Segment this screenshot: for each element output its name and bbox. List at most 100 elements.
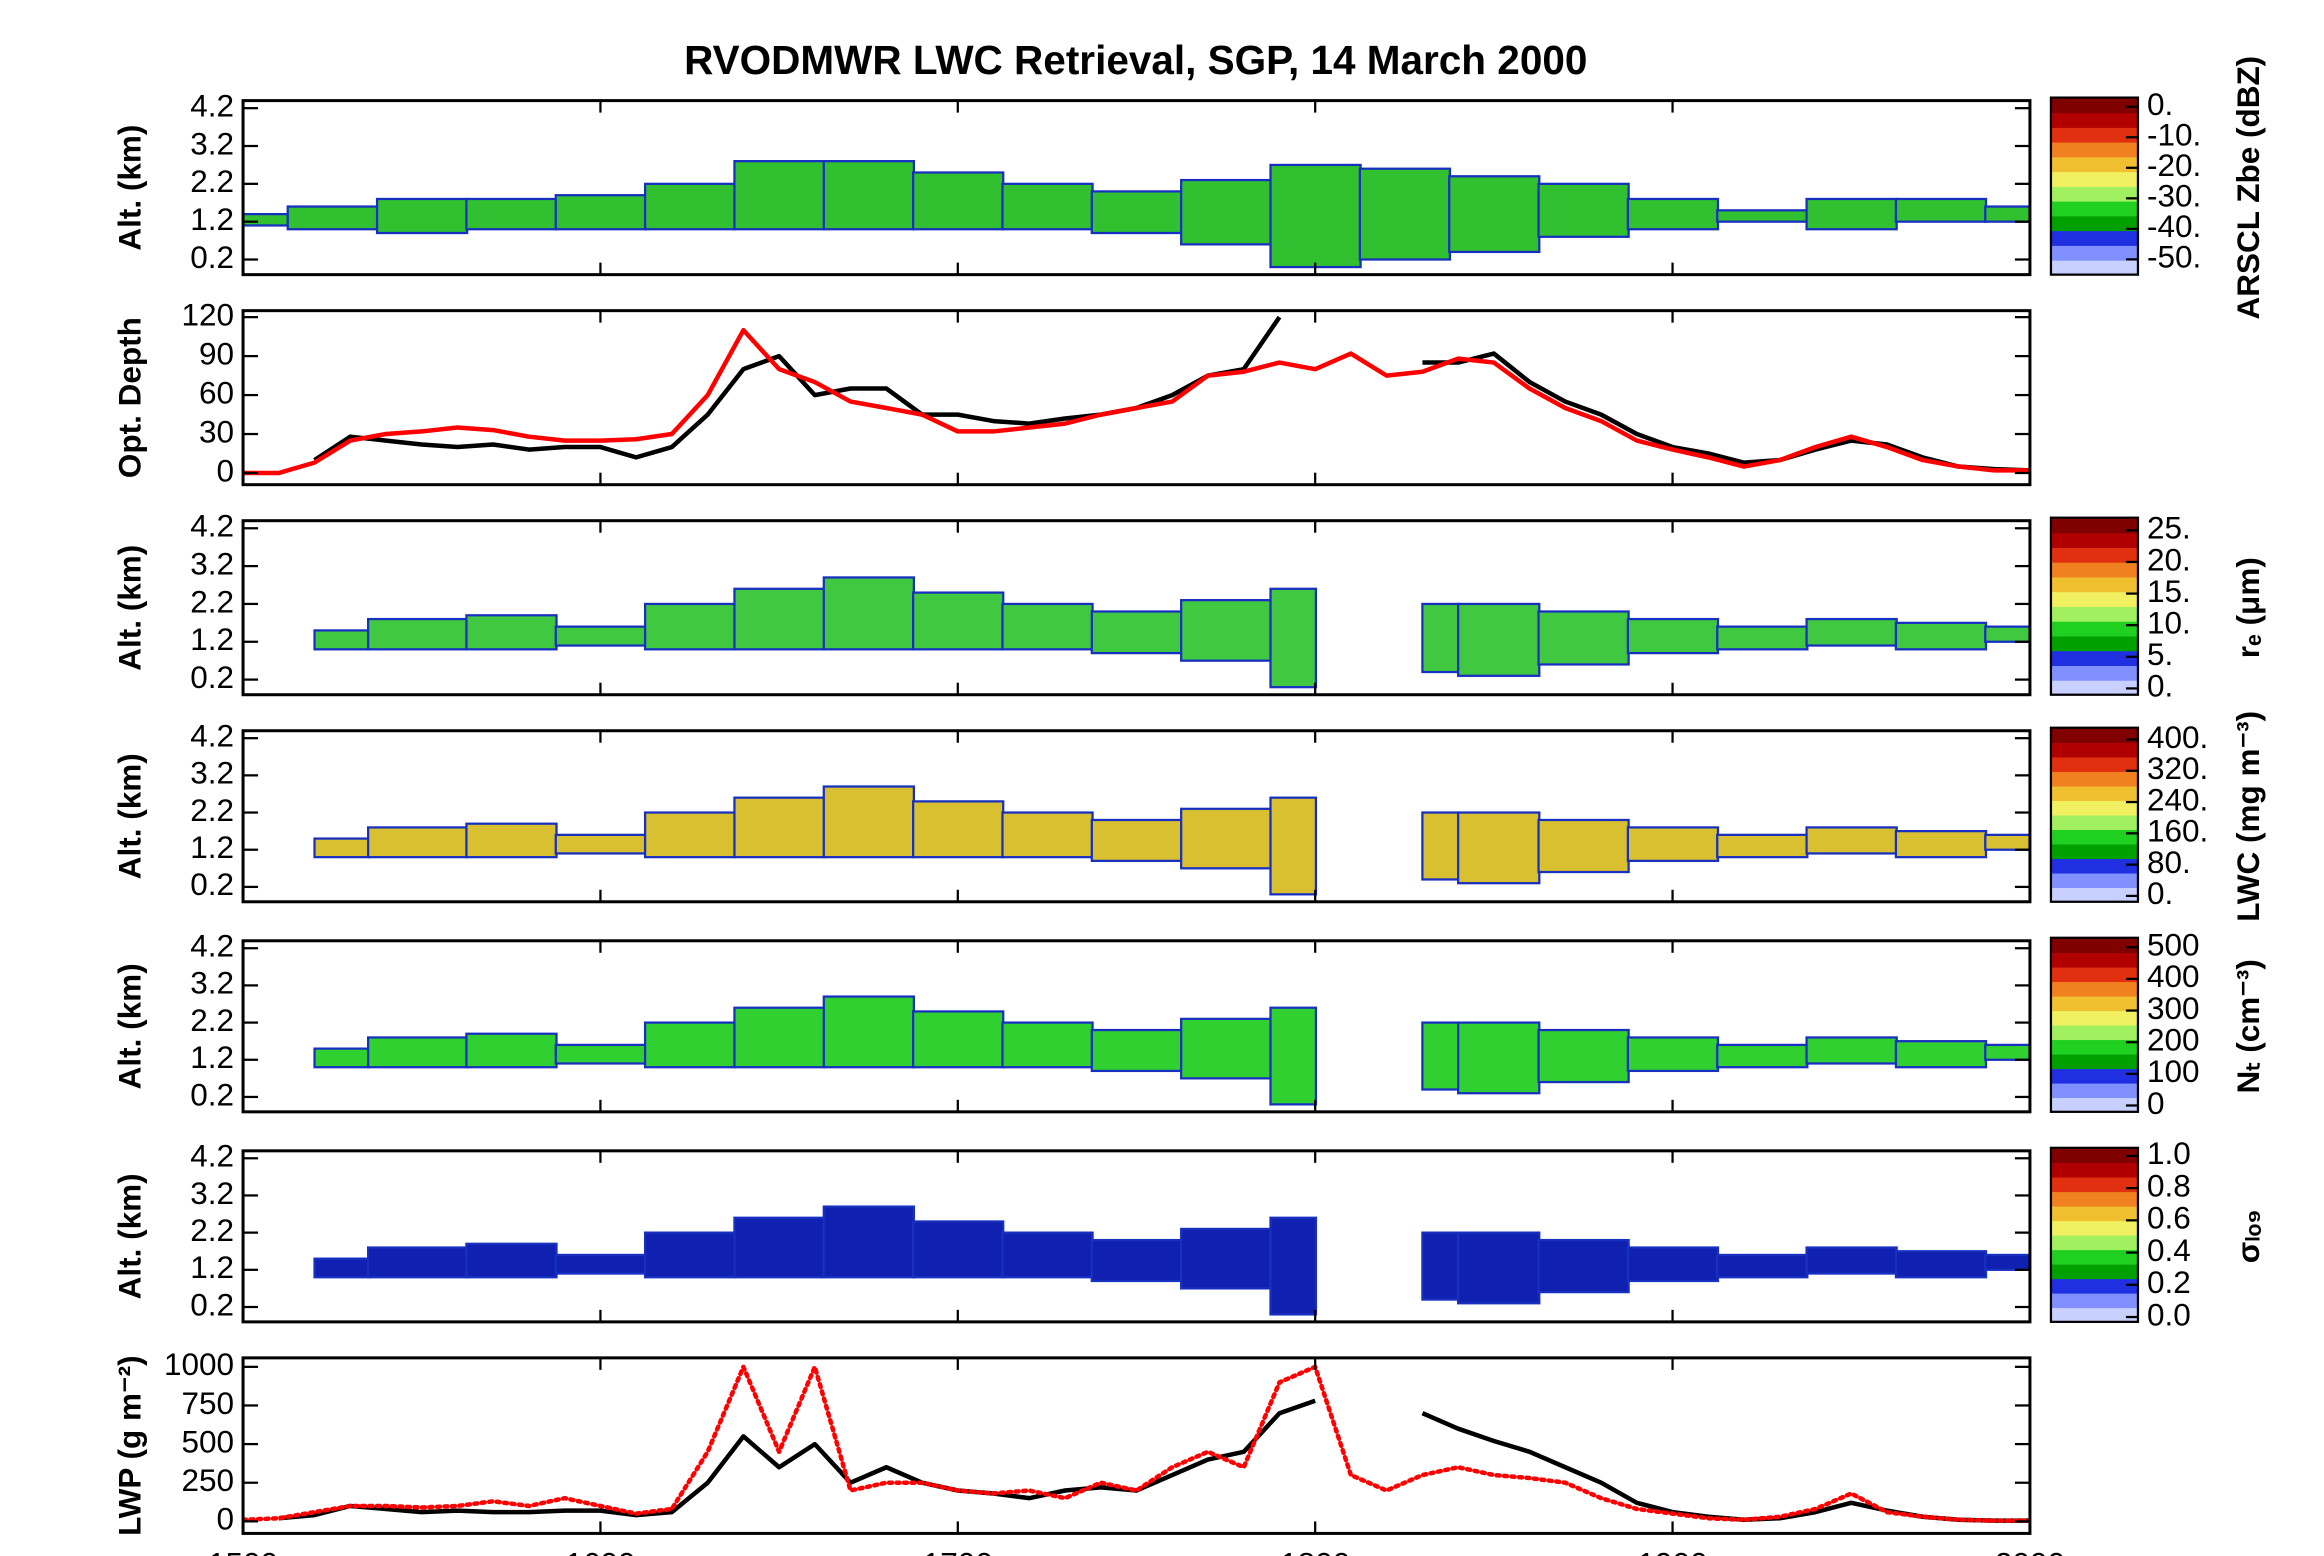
y-axis-label: Alt. (km) bbox=[111, 545, 147, 671]
colorbar-title: σₗₒ₉ bbox=[2230, 1209, 2266, 1263]
cloud-column bbox=[1805, 826, 1898, 855]
cloud-column bbox=[733, 796, 826, 859]
cloud-column bbox=[1001, 602, 1094, 651]
cloud-column bbox=[643, 1021, 737, 1069]
cloud-column bbox=[1984, 625, 2030, 643]
cloud-column bbox=[1716, 625, 1809, 651]
colorbar-band bbox=[2050, 756, 2138, 772]
colorbar-band bbox=[2050, 843, 2138, 860]
panel-frame bbox=[241, 729, 2032, 904]
cloud-column bbox=[1984, 1253, 2030, 1271]
cloud-column bbox=[1180, 178, 1273, 246]
colorbar-band bbox=[2050, 727, 2138, 743]
colorbar-frame bbox=[2049, 936, 2140, 1113]
cloud-column bbox=[643, 811, 737, 859]
cloud-column bbox=[286, 205, 379, 231]
colorbar-frame bbox=[2049, 1146, 2140, 1323]
x-tick-label: 1600 bbox=[565, 1546, 635, 1556]
colorbar-tick-label: 20. bbox=[2147, 541, 2191, 577]
colorbar-title: LWC (mg m⁻³) bbox=[2230, 711, 2266, 922]
cloud-column bbox=[1537, 182, 1630, 238]
cloud-column bbox=[465, 1242, 558, 1279]
colorbar-band bbox=[2050, 887, 2138, 903]
cloud-column bbox=[1001, 1021, 1094, 1069]
colorbar-band bbox=[2050, 215, 2138, 232]
y-tick-label: 250 bbox=[181, 1462, 234, 1498]
colorbar-band bbox=[2050, 814, 2138, 831]
cloud-column bbox=[1358, 167, 1452, 261]
colorbar-band bbox=[2050, 1147, 2138, 1164]
colorbar-tick-label: 15. bbox=[2147, 573, 2191, 609]
colorbar-band bbox=[2050, 858, 2138, 874]
colorbar-band bbox=[2050, 156, 2138, 173]
cloud-column bbox=[1894, 197, 1988, 223]
colorbar-tick-label: 80. bbox=[2147, 844, 2191, 880]
colorbar-band bbox=[2050, 576, 2138, 593]
cloud-column bbox=[733, 160, 826, 231]
panel-frame bbox=[241, 519, 2032, 697]
colorbar-tick-label: 10. bbox=[2147, 605, 2191, 641]
cloud-column bbox=[733, 587, 826, 651]
cloud-column bbox=[822, 160, 916, 231]
colorbar-band bbox=[2050, 532, 2138, 548]
colorbar-band bbox=[2050, 665, 2138, 681]
colorbar-band bbox=[2050, 952, 2138, 968]
cloud-column bbox=[822, 576, 916, 651]
cloud-column bbox=[1090, 1238, 1184, 1283]
cloud-column bbox=[554, 1253, 647, 1275]
colorbar-band bbox=[2050, 1292, 2138, 1309]
cloud-column bbox=[1269, 796, 1318, 896]
figure-title: RVODMWR LWC Retrieval, SGP, 14 March 200… bbox=[684, 37, 1587, 83]
colorbar-band bbox=[2050, 561, 2138, 578]
colorbar-band bbox=[2050, 679, 2138, 696]
cloud-column bbox=[375, 197, 469, 235]
cloud-column bbox=[1457, 1231, 1541, 1305]
plot-area bbox=[243, 1364, 2030, 1523]
cloud-column bbox=[367, 617, 469, 651]
y-tick-label: 750 bbox=[181, 1385, 234, 1421]
cloud-column bbox=[465, 1032, 558, 1069]
colorbar-tick-label: -50. bbox=[2147, 239, 2201, 275]
cloud-column bbox=[1421, 1231, 1461, 1301]
cloud-column bbox=[643, 1231, 737, 1279]
x-tick-label: 1700 bbox=[923, 1546, 993, 1556]
cloud-column bbox=[1894, 1250, 1988, 1279]
cloud-column bbox=[643, 602, 737, 651]
cloud-column bbox=[465, 614, 558, 651]
y-tick-label: 500 bbox=[181, 1423, 234, 1459]
y-tick-label: 0.2 bbox=[190, 1286, 234, 1322]
cloud-column bbox=[1269, 163, 1362, 269]
colorbar-tick-label: 0.8 bbox=[2147, 1167, 2191, 1203]
colorbar-title: rₑ (μm) bbox=[2230, 557, 2266, 658]
colorbar-tick-label: 400 bbox=[2147, 958, 2200, 994]
series-line bbox=[243, 1364, 2030, 1523]
cloud-column bbox=[1716, 209, 1809, 223]
cloud-column bbox=[1537, 818, 1630, 874]
y-tick-label: 2.2 bbox=[190, 792, 234, 828]
cloud-column bbox=[1421, 811, 1461, 881]
colorbar-frame bbox=[2049, 726, 2140, 903]
cloud-column bbox=[822, 1205, 916, 1279]
colorbar-band bbox=[2050, 97, 2138, 114]
cloud-column bbox=[1626, 826, 1720, 863]
cloud-column bbox=[1984, 1043, 2030, 1061]
y-tick-label: 1.2 bbox=[190, 621, 234, 657]
x-tick-label: 1500 bbox=[208, 1546, 278, 1556]
colorbar-band bbox=[2050, 1097, 2138, 1113]
cloud-column bbox=[313, 1257, 371, 1279]
cloud-column bbox=[1626, 197, 1720, 231]
cloud-column bbox=[1090, 818, 1184, 863]
colorbar-band bbox=[2050, 1039, 2138, 1055]
cloud-column bbox=[912, 1010, 1005, 1069]
colorbar-band bbox=[2050, 785, 2138, 802]
colorbar-band bbox=[2050, 112, 2138, 128]
y-tick-label: 1.2 bbox=[190, 829, 234, 865]
colorbar-band bbox=[2050, 591, 2138, 607]
y-tick-label: 3.2 bbox=[190, 965, 234, 1001]
colorbar-band bbox=[2050, 829, 2138, 845]
colorbar-tick-label: 160. bbox=[2147, 813, 2208, 849]
y-axis-label: Opt. Depth bbox=[111, 317, 147, 478]
series-line bbox=[1421, 1411, 2030, 1523]
cloud-column bbox=[465, 197, 558, 231]
colorbar-band bbox=[2050, 1162, 2138, 1178]
